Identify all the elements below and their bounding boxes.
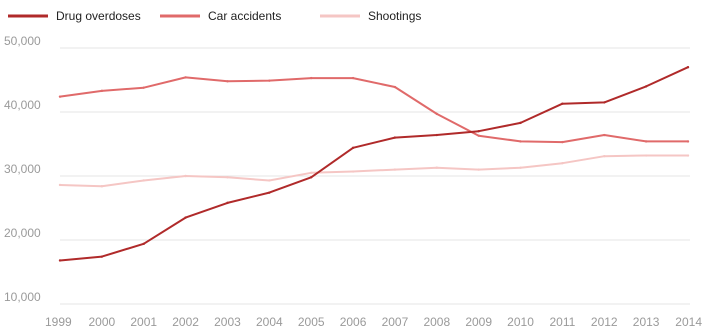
data-point <box>184 174 187 178</box>
data-point <box>603 101 606 104</box>
data-point <box>393 85 397 89</box>
data-point <box>644 85 648 88</box>
series-line <box>59 154 689 188</box>
data-point <box>351 76 355 80</box>
x-tick-label: 2010 <box>507 315 534 329</box>
x-tick-label: 2012 <box>591 315 618 329</box>
data-point <box>142 86 145 89</box>
y-tick-label: 10,000 <box>4 290 41 304</box>
data-point <box>603 133 606 137</box>
series-car-accidents <box>58 76 690 144</box>
data-point <box>351 146 355 150</box>
data-point <box>142 179 145 182</box>
series-line <box>59 76 689 144</box>
data-point <box>58 259 62 262</box>
legend-label: Shootings <box>368 9 421 23</box>
series-drug-overdoses <box>58 66 690 262</box>
data-point <box>310 176 313 179</box>
data-point <box>561 162 564 165</box>
data-point <box>142 242 145 246</box>
data-point <box>184 216 187 219</box>
x-tick-label: 2006 <box>340 315 367 329</box>
data-point <box>226 201 229 205</box>
legend-label: Car accidents <box>208 9 281 23</box>
x-tick-label: 2002 <box>172 315 199 329</box>
data-point <box>268 179 271 182</box>
y-axis: 10,000 20,000 30,000 40,000 50,000 <box>4 34 41 304</box>
x-tick-label: 2008 <box>423 315 450 329</box>
data-point <box>58 95 62 98</box>
data-point <box>561 140 564 144</box>
x-tick-label: 2005 <box>298 315 325 329</box>
y-tick-label: 20,000 <box>4 226 41 240</box>
data-point <box>477 130 480 133</box>
legend-item: Drug overdoses <box>8 9 141 23</box>
legend-label: Drug overdoses <box>56 9 141 23</box>
data-point <box>686 154 690 157</box>
data-point <box>644 140 648 143</box>
y-tick-label: 40,000 <box>4 98 41 112</box>
data-point <box>58 183 62 187</box>
data-point <box>100 89 104 93</box>
series-shootings <box>58 154 690 188</box>
series-line <box>59 66 689 262</box>
data-point <box>100 255 104 258</box>
data-point <box>435 133 438 137</box>
data-point <box>519 140 522 143</box>
data-point <box>268 79 271 82</box>
x-tick-label: 2009 <box>465 315 492 329</box>
y-tick-label: 30,000 <box>4 162 41 176</box>
data-point <box>519 166 522 169</box>
x-tick-label: 2013 <box>633 315 660 329</box>
data-point <box>310 76 313 80</box>
data-point <box>561 102 564 105</box>
data-point <box>686 140 690 143</box>
x-tick-label: 2000 <box>89 315 116 329</box>
data-point <box>435 112 438 116</box>
data-point <box>477 134 480 137</box>
data-point <box>351 170 355 173</box>
data-point <box>184 76 187 79</box>
data-point <box>519 121 522 125</box>
data-point <box>100 185 104 188</box>
data-point <box>435 166 438 169</box>
x-tick-label: 2007 <box>382 315 409 329</box>
x-tick-label: 2014 <box>675 315 702 329</box>
data-point <box>477 168 480 171</box>
data-point <box>310 171 313 174</box>
data-point <box>226 80 229 83</box>
y-tick-label: 50,000 <box>4 34 41 48</box>
data-point <box>686 66 690 69</box>
data-point <box>603 154 606 158</box>
x-tick-label: 2004 <box>256 315 283 329</box>
legend-item: Shootings <box>320 9 421 23</box>
data-point <box>393 168 397 171</box>
x-tick-label: 2003 <box>214 315 241 329</box>
x-tick-label: 2001 <box>130 315 157 329</box>
chart-grid <box>60 47 690 305</box>
x-axis: 1999 2000 2001 2002 2003 2004 2005 2006 2007 2008… <box>45 315 702 329</box>
chart-series <box>58 66 690 262</box>
x-tick-label: 2011 <box>549 315 575 329</box>
x-tick-label: 1999 <box>45 315 72 329</box>
chart-legend: Drug overdoses Car accidents Shootings <box>8 9 421 23</box>
data-point <box>226 176 229 179</box>
data-point <box>393 136 397 139</box>
data-point <box>644 154 648 157</box>
legend-item: Car accidents <box>160 9 281 23</box>
data-point <box>268 191 271 194</box>
